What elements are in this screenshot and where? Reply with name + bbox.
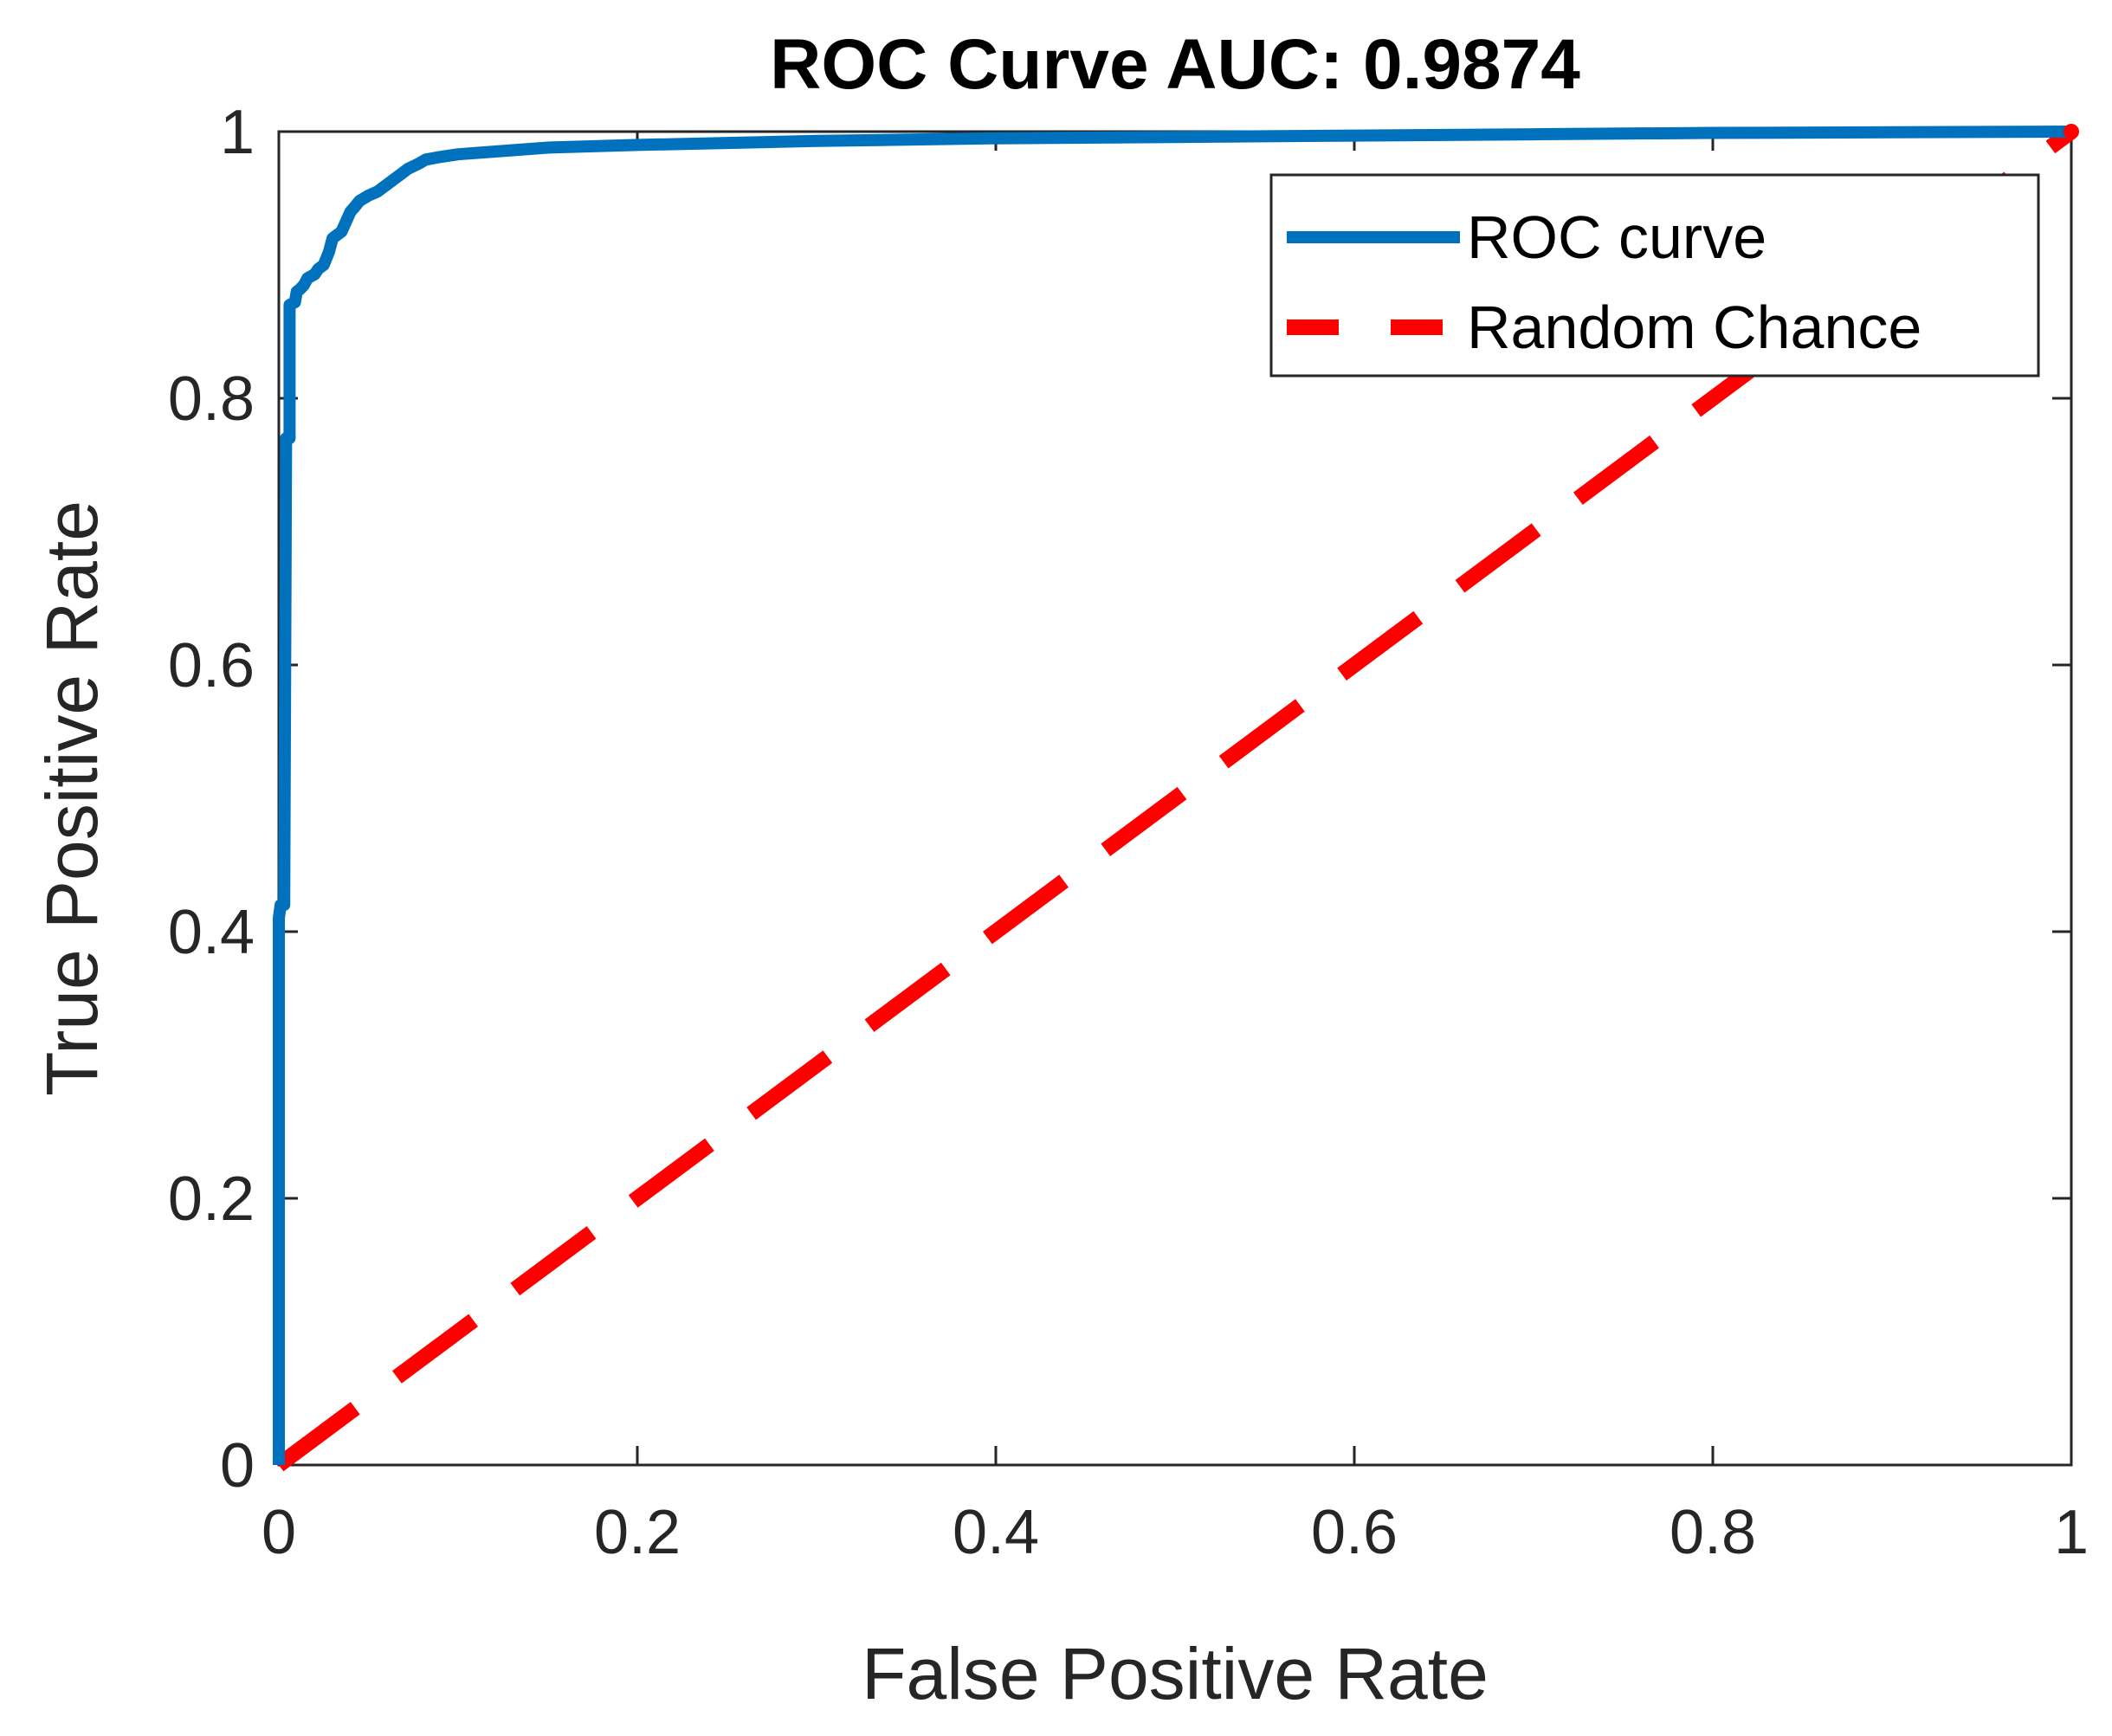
legend-random-chance-label: Random Chance	[1467, 294, 1921, 361]
x-tick-label: 0	[262, 1498, 296, 1567]
plot-area: 0 0.2 0.4 0.6 0.8 1 0 0.2 0.4 0.6 0.8 1	[168, 98, 2089, 1567]
y-tick-label: 0.2	[168, 1165, 255, 1234]
y-axis-label: True Positive Rate	[31, 500, 113, 1096]
x-tick-label: 0.4	[953, 1498, 1039, 1567]
x-tick-label: 0.2	[594, 1498, 681, 1567]
legend: ROC curve Random Chance	[1269, 173, 2040, 378]
random-chance-end-marker	[2064, 124, 2079, 139]
y-tick-label: 0.6	[168, 631, 255, 700]
x-axis-label: False Positive Rate	[862, 1633, 1489, 1714]
random-chance-line	[274, 125, 2076, 1472]
legend-box	[1269, 173, 2040, 378]
y-tick-label: 0	[220, 1431, 255, 1500]
x-tick-label: 0.6	[1311, 1498, 1398, 1567]
y-tick-label: 0.4	[168, 898, 255, 967]
x-tick-label: 1	[2054, 1498, 2089, 1567]
roc-curve-line	[273, 126, 2072, 1465]
y-tick-label: 0.8	[168, 365, 255, 434]
legend-roc-label: ROC curve	[1467, 203, 1766, 271]
y-tick-label: 1	[220, 98, 255, 167]
x-tick-label: 0.8	[1670, 1498, 1756, 1567]
chart-title: ROC Curve AUC: 0.9874	[770, 25, 1580, 104]
